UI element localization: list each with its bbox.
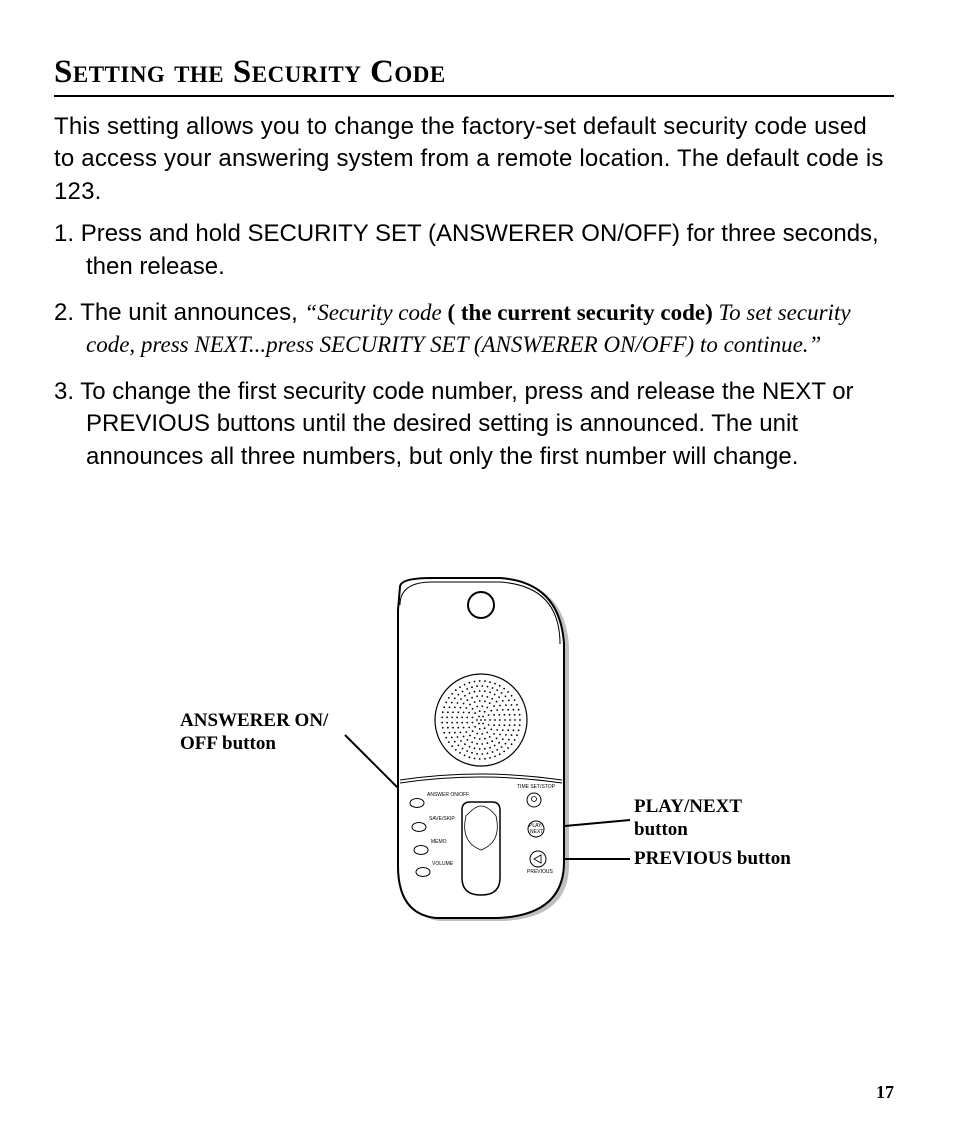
step-number: 2. (54, 299, 74, 326)
svg-text:PREVIOUS: PREVIOUS (527, 869, 554, 875)
step-1: 1. Press and hold SECURITY SET (ANSWERER… (54, 218, 894, 283)
step-text: To change the first security code number… (80, 378, 853, 470)
step-quote-italic: “Security code (304, 300, 447, 325)
page-number: 17 (876, 1082, 894, 1103)
callout-previous: PREVIOUS button (634, 848, 791, 871)
step-number: 1. (54, 220, 74, 247)
callout-play-next: PLAY/NEXTbutton (634, 796, 742, 842)
intro-paragraph: This setting allows you to change the fa… (54, 111, 894, 208)
instruction-list: 1. Press and hold SECURITY SET (ANSWERER… (54, 218, 894, 473)
svg-text:NEXT: NEXT (530, 829, 543, 835)
callout-answerer-on-off: ANSWERER ON/OFF button (180, 710, 360, 756)
svg-text:TIME SET/STOP: TIME SET/STOP (517, 784, 556, 790)
step-number: 3. (54, 378, 74, 405)
top-button-icon (468, 592, 494, 618)
svg-text:ANSWER ON/OFF: ANSWER ON/OFF (427, 792, 469, 798)
step-text: Press and hold SECURITY SET (ANSWERER ON… (81, 220, 879, 279)
device-svg: ANSWER ON/OFF SAVE/SKIP MEMO VOLUME TIME… (0, 550, 954, 970)
step-3: 3. To change the first security code num… (54, 376, 894, 473)
page-title: Setting the Security Code (54, 54, 894, 97)
svg-text:SAVE/SKIP: SAVE/SKIP (429, 816, 455, 822)
step-quote-bold: ( the current security code) (447, 300, 718, 325)
step-text: The unit announces, (80, 299, 304, 326)
device-diagram: ANSWER ON/OFF SAVE/SKIP MEMO VOLUME TIME… (0, 550, 954, 970)
manual-page: Setting the Security Code This setting a… (0, 0, 954, 1145)
svg-text:MEMO: MEMO (431, 839, 447, 845)
lower-recess-icon (462, 802, 500, 895)
svg-text:VOLUME: VOLUME (432, 861, 454, 867)
step-2: 2. The unit announces, “Security code ( … (54, 297, 894, 362)
